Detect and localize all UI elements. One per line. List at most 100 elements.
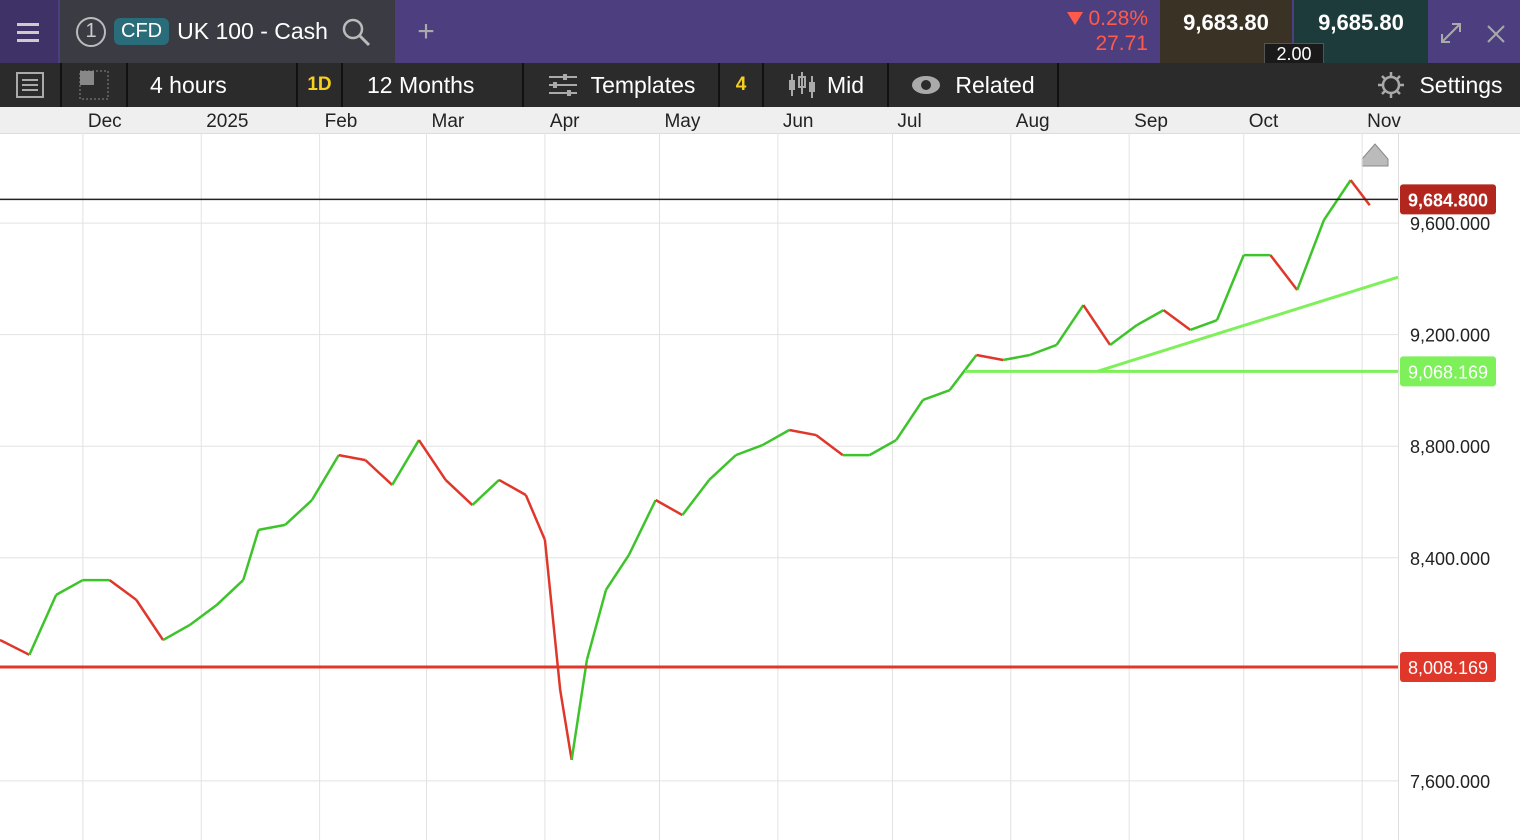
related-label: Related — [955, 71, 1035, 98]
price-segment — [1136, 309, 1165, 327]
price-segment — [189, 604, 218, 626]
templates[interactable]: Templates — [524, 63, 720, 107]
price-segment — [1269, 254, 1299, 291]
related[interactable]: Related — [889, 63, 1059, 107]
list-button[interactable] — [0, 63, 62, 107]
level-badge — [1400, 184, 1496, 215]
x-tick-label: 2025 — [206, 111, 248, 132]
price-segment — [391, 439, 420, 486]
price-segment — [708, 454, 737, 481]
x-tick-label: Aug — [1016, 111, 1050, 132]
change-pct: 0.28% — [1088, 7, 1148, 30]
templates-icon — [548, 74, 577, 96]
list-icon — [16, 72, 44, 98]
price-segment — [135, 599, 165, 641]
price-segment — [444, 479, 474, 506]
price-segment — [471, 479, 500, 506]
search-icon[interactable] — [340, 16, 372, 48]
trendline — [1096, 275, 1399, 373]
price-segment — [1162, 309, 1192, 331]
time-axis-band — [0, 107, 1520, 133]
range[interactable]: 12 Months — [343, 63, 524, 107]
price-segment — [524, 494, 547, 541]
add-tab[interactable]: + — [417, 14, 435, 48]
price-segment — [1029, 343, 1058, 357]
layout-button[interactable] — [62, 63, 128, 107]
change-abs: 27.71 — [1095, 32, 1148, 55]
price-segment — [28, 594, 58, 656]
price-segment — [1082, 304, 1112, 346]
price-segment — [1109, 324, 1138, 346]
price-segment — [627, 499, 657, 556]
window-controls[interactable] — [1440, 20, 1510, 46]
price-segment — [543, 539, 562, 691]
instrument-tab[interactable]: 1 CFD UK 100 - Cash — [60, 0, 395, 63]
price-segment — [108, 579, 138, 601]
y-tick-label: 7,600.000 — [1410, 772, 1490, 792]
price-segment — [258, 523, 286, 532]
spread: 2.00 — [1264, 43, 1324, 65]
y-tick-label: 9,600.000 — [1410, 214, 1490, 234]
x-tick-label: Mar — [432, 111, 465, 132]
layout-icon — [79, 70, 109, 100]
price-segment — [761, 428, 790, 447]
level-label: 9,684.800 — [1408, 190, 1488, 210]
eye-icon — [912, 76, 941, 94]
interval[interactable]: 4 hours — [128, 63, 298, 107]
price-segment — [242, 529, 260, 581]
price-segment — [976, 353, 1004, 362]
change: 0.28% 27.71 — [1066, 6, 1148, 56]
sell-price[interactable]: 9,683.80 — [1160, 0, 1292, 63]
settings[interactable]: Settings — [1360, 63, 1520, 107]
level-badge — [1400, 356, 1496, 387]
price-segment — [604, 554, 630, 591]
level-label: 8,008.169 — [1408, 658, 1488, 678]
scroll-marker[interactable] — [1361, 143, 1389, 167]
price-segment — [948, 354, 978, 391]
price-segment — [789, 428, 817, 437]
price-segment — [1189, 318, 1218, 332]
y-tick-label: 8,400.000 — [1410, 549, 1490, 569]
x-tick-label: Jul — [897, 111, 921, 132]
price-segment — [162, 623, 191, 642]
price-segment — [0, 638, 30, 656]
x-tick-label: Sep — [1134, 111, 1168, 132]
x-tick-label: Nov — [1367, 111, 1401, 132]
menu-button[interactable] — [0, 0, 58, 63]
candle-icon — [788, 72, 815, 98]
price-segment — [498, 478, 527, 497]
price-segment — [1296, 219, 1326, 291]
price-segment — [310, 454, 340, 501]
y-tick-label: 8,800.000 — [1410, 437, 1490, 457]
x-tick-label: Dec — [88, 111, 122, 132]
x-tick-label: Apr — [550, 111, 580, 132]
level-badge — [1400, 652, 1496, 683]
price-segment — [1002, 353, 1031, 362]
price-segment — [868, 438, 897, 457]
level-label: 9,068.169 — [1408, 362, 1488, 382]
toolbar: 4 hours 1D 12 Months Templates 4 Mid Rel… — [0, 63, 1520, 107]
instrument-name: UK 100 - Cash — [177, 18, 328, 44]
price-segment — [570, 659, 589, 761]
x-tick-label: May — [664, 111, 700, 132]
price-segment — [815, 434, 844, 457]
x-tick-label: Feb — [325, 111, 358, 132]
tab-number: 1 — [76, 16, 106, 47]
price-segment — [558, 689, 573, 761]
x-tick-label: Oct — [1249, 111, 1279, 132]
range-short[interactable]: 1D — [298, 63, 343, 107]
price-segment — [681, 479, 711, 516]
price-segment — [284, 499, 313, 526]
price-segment — [364, 459, 394, 486]
price-segment — [922, 388, 951, 402]
price-segment — [417, 439, 447, 481]
cfd-badge: CFD — [114, 18, 170, 45]
price-chart: Dec 2025 Feb Mar Apr May Jun Jul Aug Sep Oct Nov 7,6… — [0, 107, 1520, 840]
gear-icon — [1378, 72, 1405, 98]
settings-label: Settings — [1419, 71, 1503, 98]
down-arrow — [1066, 12, 1083, 25]
price-type[interactable]: Mid — [764, 63, 889, 107]
price-segment — [338, 453, 366, 462]
price-segment — [655, 498, 684, 517]
